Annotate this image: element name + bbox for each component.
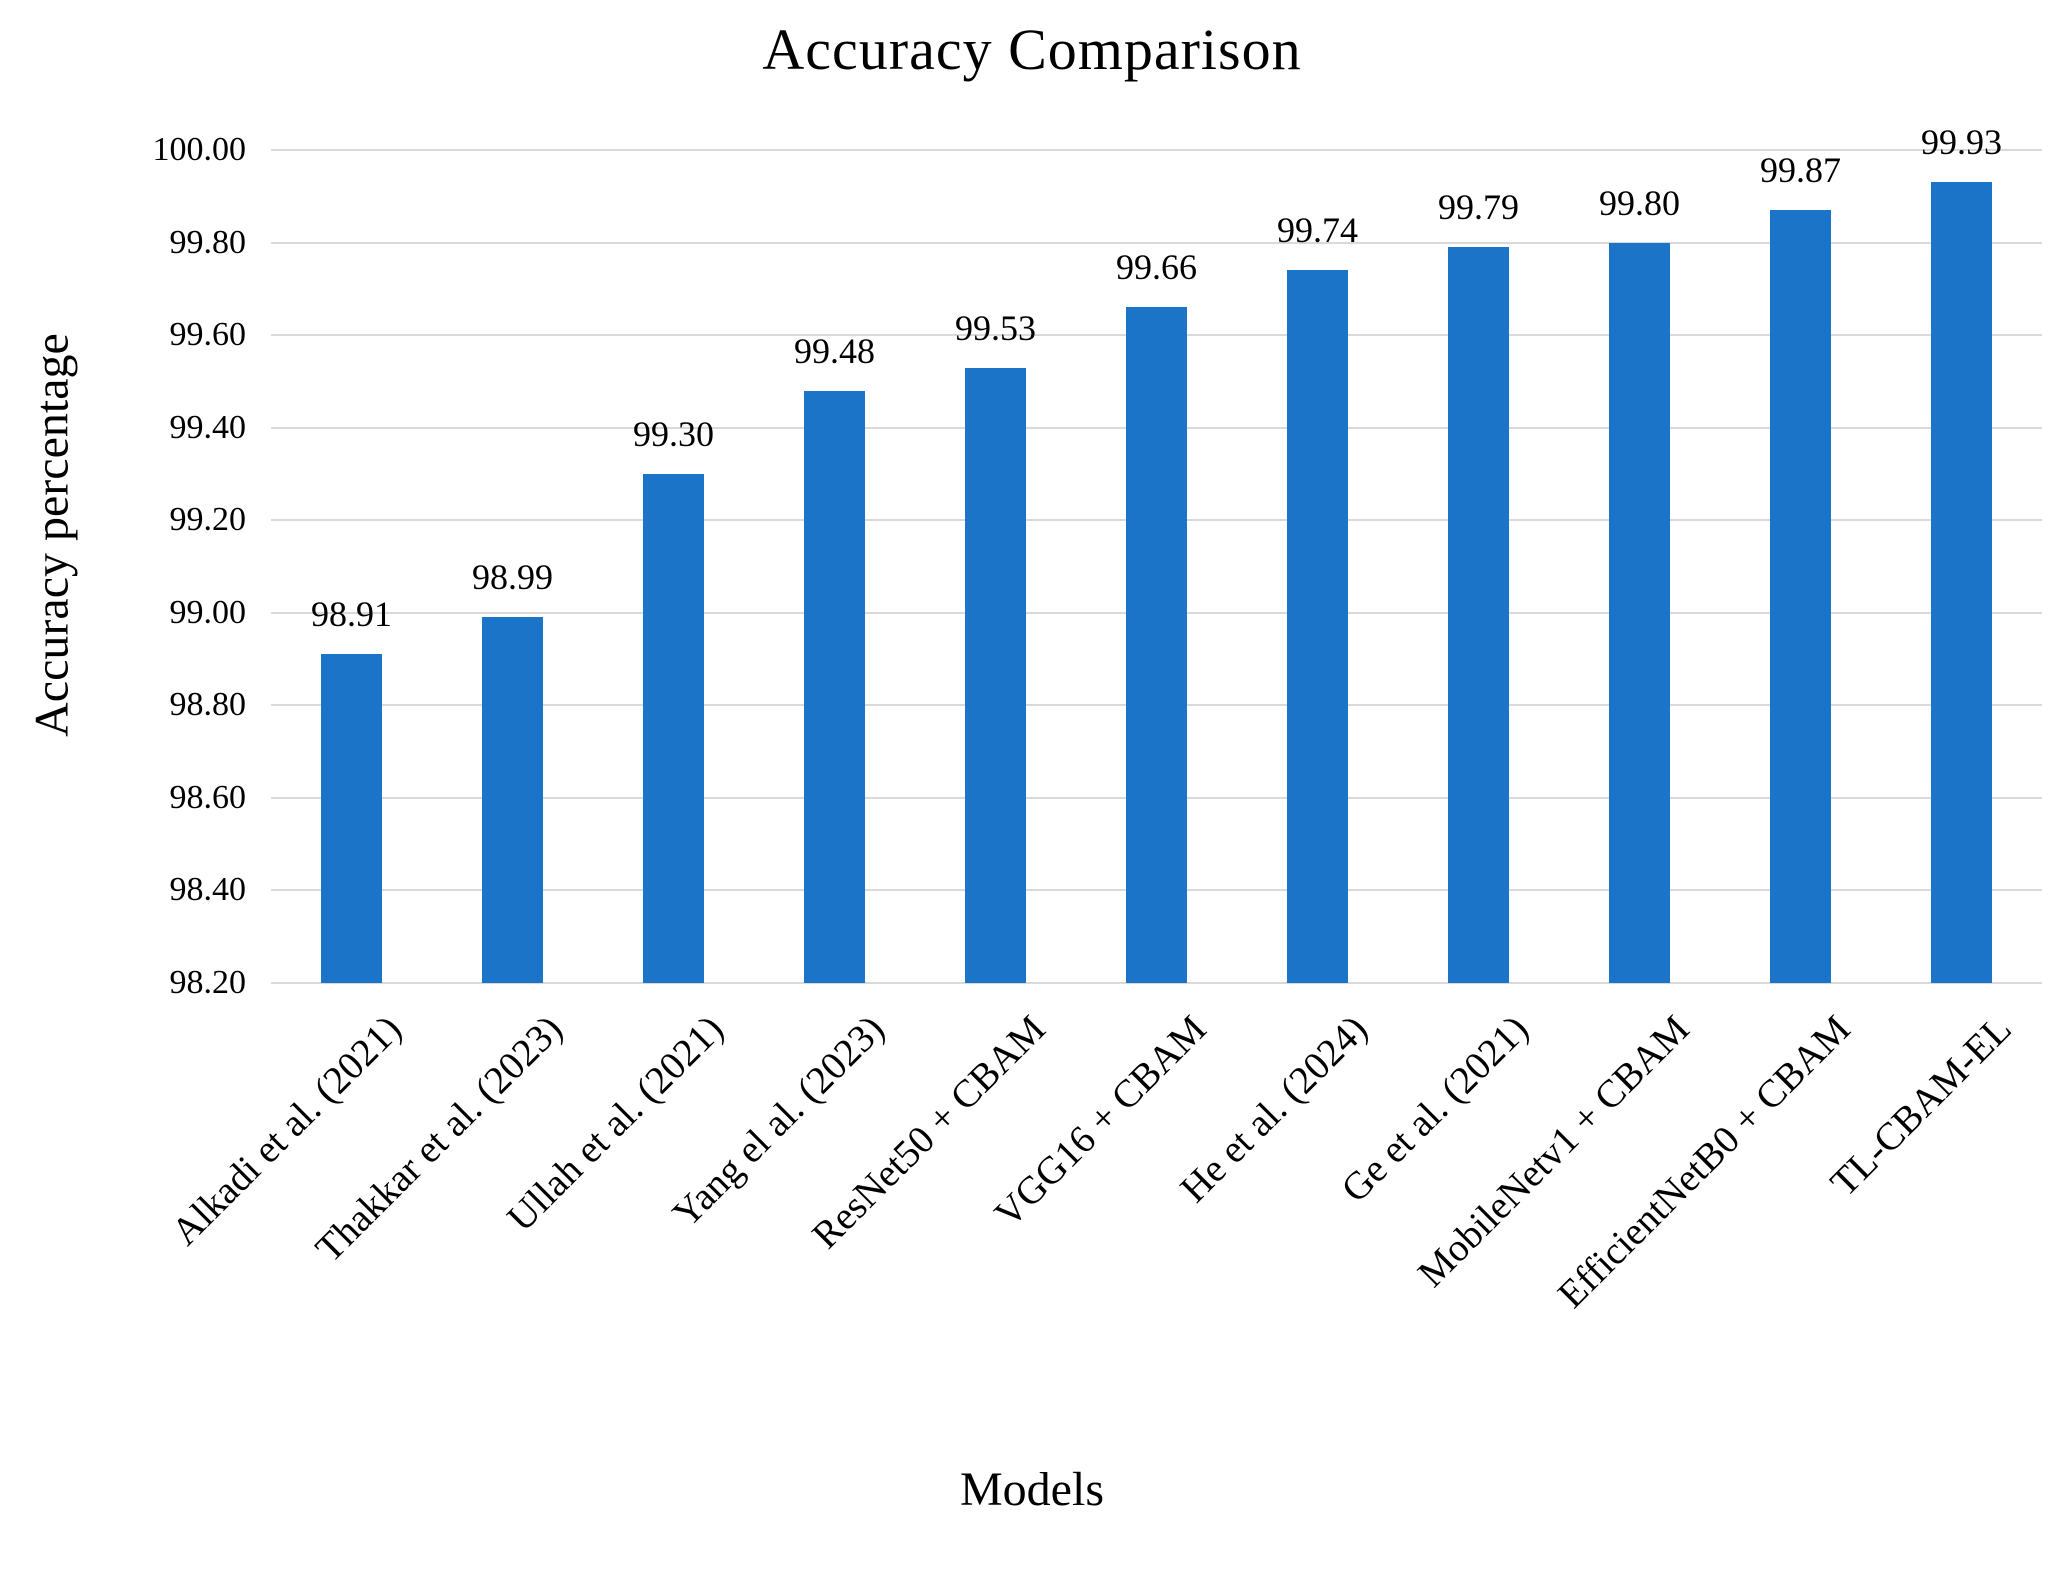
bar-value-label: 99.93: [1921, 122, 2002, 163]
gridline: [271, 241, 2042, 244]
bar-value-label: 99.79: [1438, 187, 1519, 228]
x-axis-title: Models: [960, 1463, 1104, 1516]
bar: [642, 473, 705, 983]
gridline: [271, 982, 2042, 984]
bar-value-label: 98.99: [472, 557, 553, 598]
y-tick-label: 98.40: [169, 871, 247, 909]
y-tick-label: 98.60: [169, 778, 247, 816]
bar-value-label: 99.80: [1599, 182, 1680, 223]
bar-value-label: 98.91: [311, 594, 392, 635]
bar: [1930, 182, 1993, 983]
plot-area: [271, 149, 2042, 984]
bar: [1125, 307, 1188, 983]
bar-value-label: 99.87: [1760, 150, 1841, 191]
bar: [1769, 210, 1832, 983]
y-tick-label: 100.00: [152, 131, 247, 168]
y-tick-label: 99.00: [169, 593, 247, 631]
bar: [1286, 270, 1349, 983]
y-tick-label: 99.20: [169, 501, 247, 539]
bar-value-label: 99.30: [633, 413, 714, 454]
bar: [803, 390, 866, 983]
y-tick-label: 99.80: [169, 223, 247, 261]
bar: [964, 367, 1027, 983]
chart-title: Accuracy Comparison: [762, 17, 1302, 82]
bar: [1447, 247, 1510, 983]
y-tick-label: 98.80: [169, 686, 247, 724]
bar: [481, 617, 544, 983]
bar-value-label: 99.74: [1277, 210, 1358, 251]
y-tick-label: 98.20: [169, 964, 247, 1001]
bar: [320, 654, 383, 983]
y-tick-label: 99.60: [169, 316, 247, 354]
bar-value-label: 99.48: [794, 330, 875, 371]
bar-value-label: 99.53: [955, 307, 1036, 348]
bar: [1608, 242, 1671, 983]
gridline: [271, 149, 2042, 151]
y-tick-label: 99.40: [169, 408, 247, 446]
bar-value-label: 99.66: [1116, 247, 1197, 288]
